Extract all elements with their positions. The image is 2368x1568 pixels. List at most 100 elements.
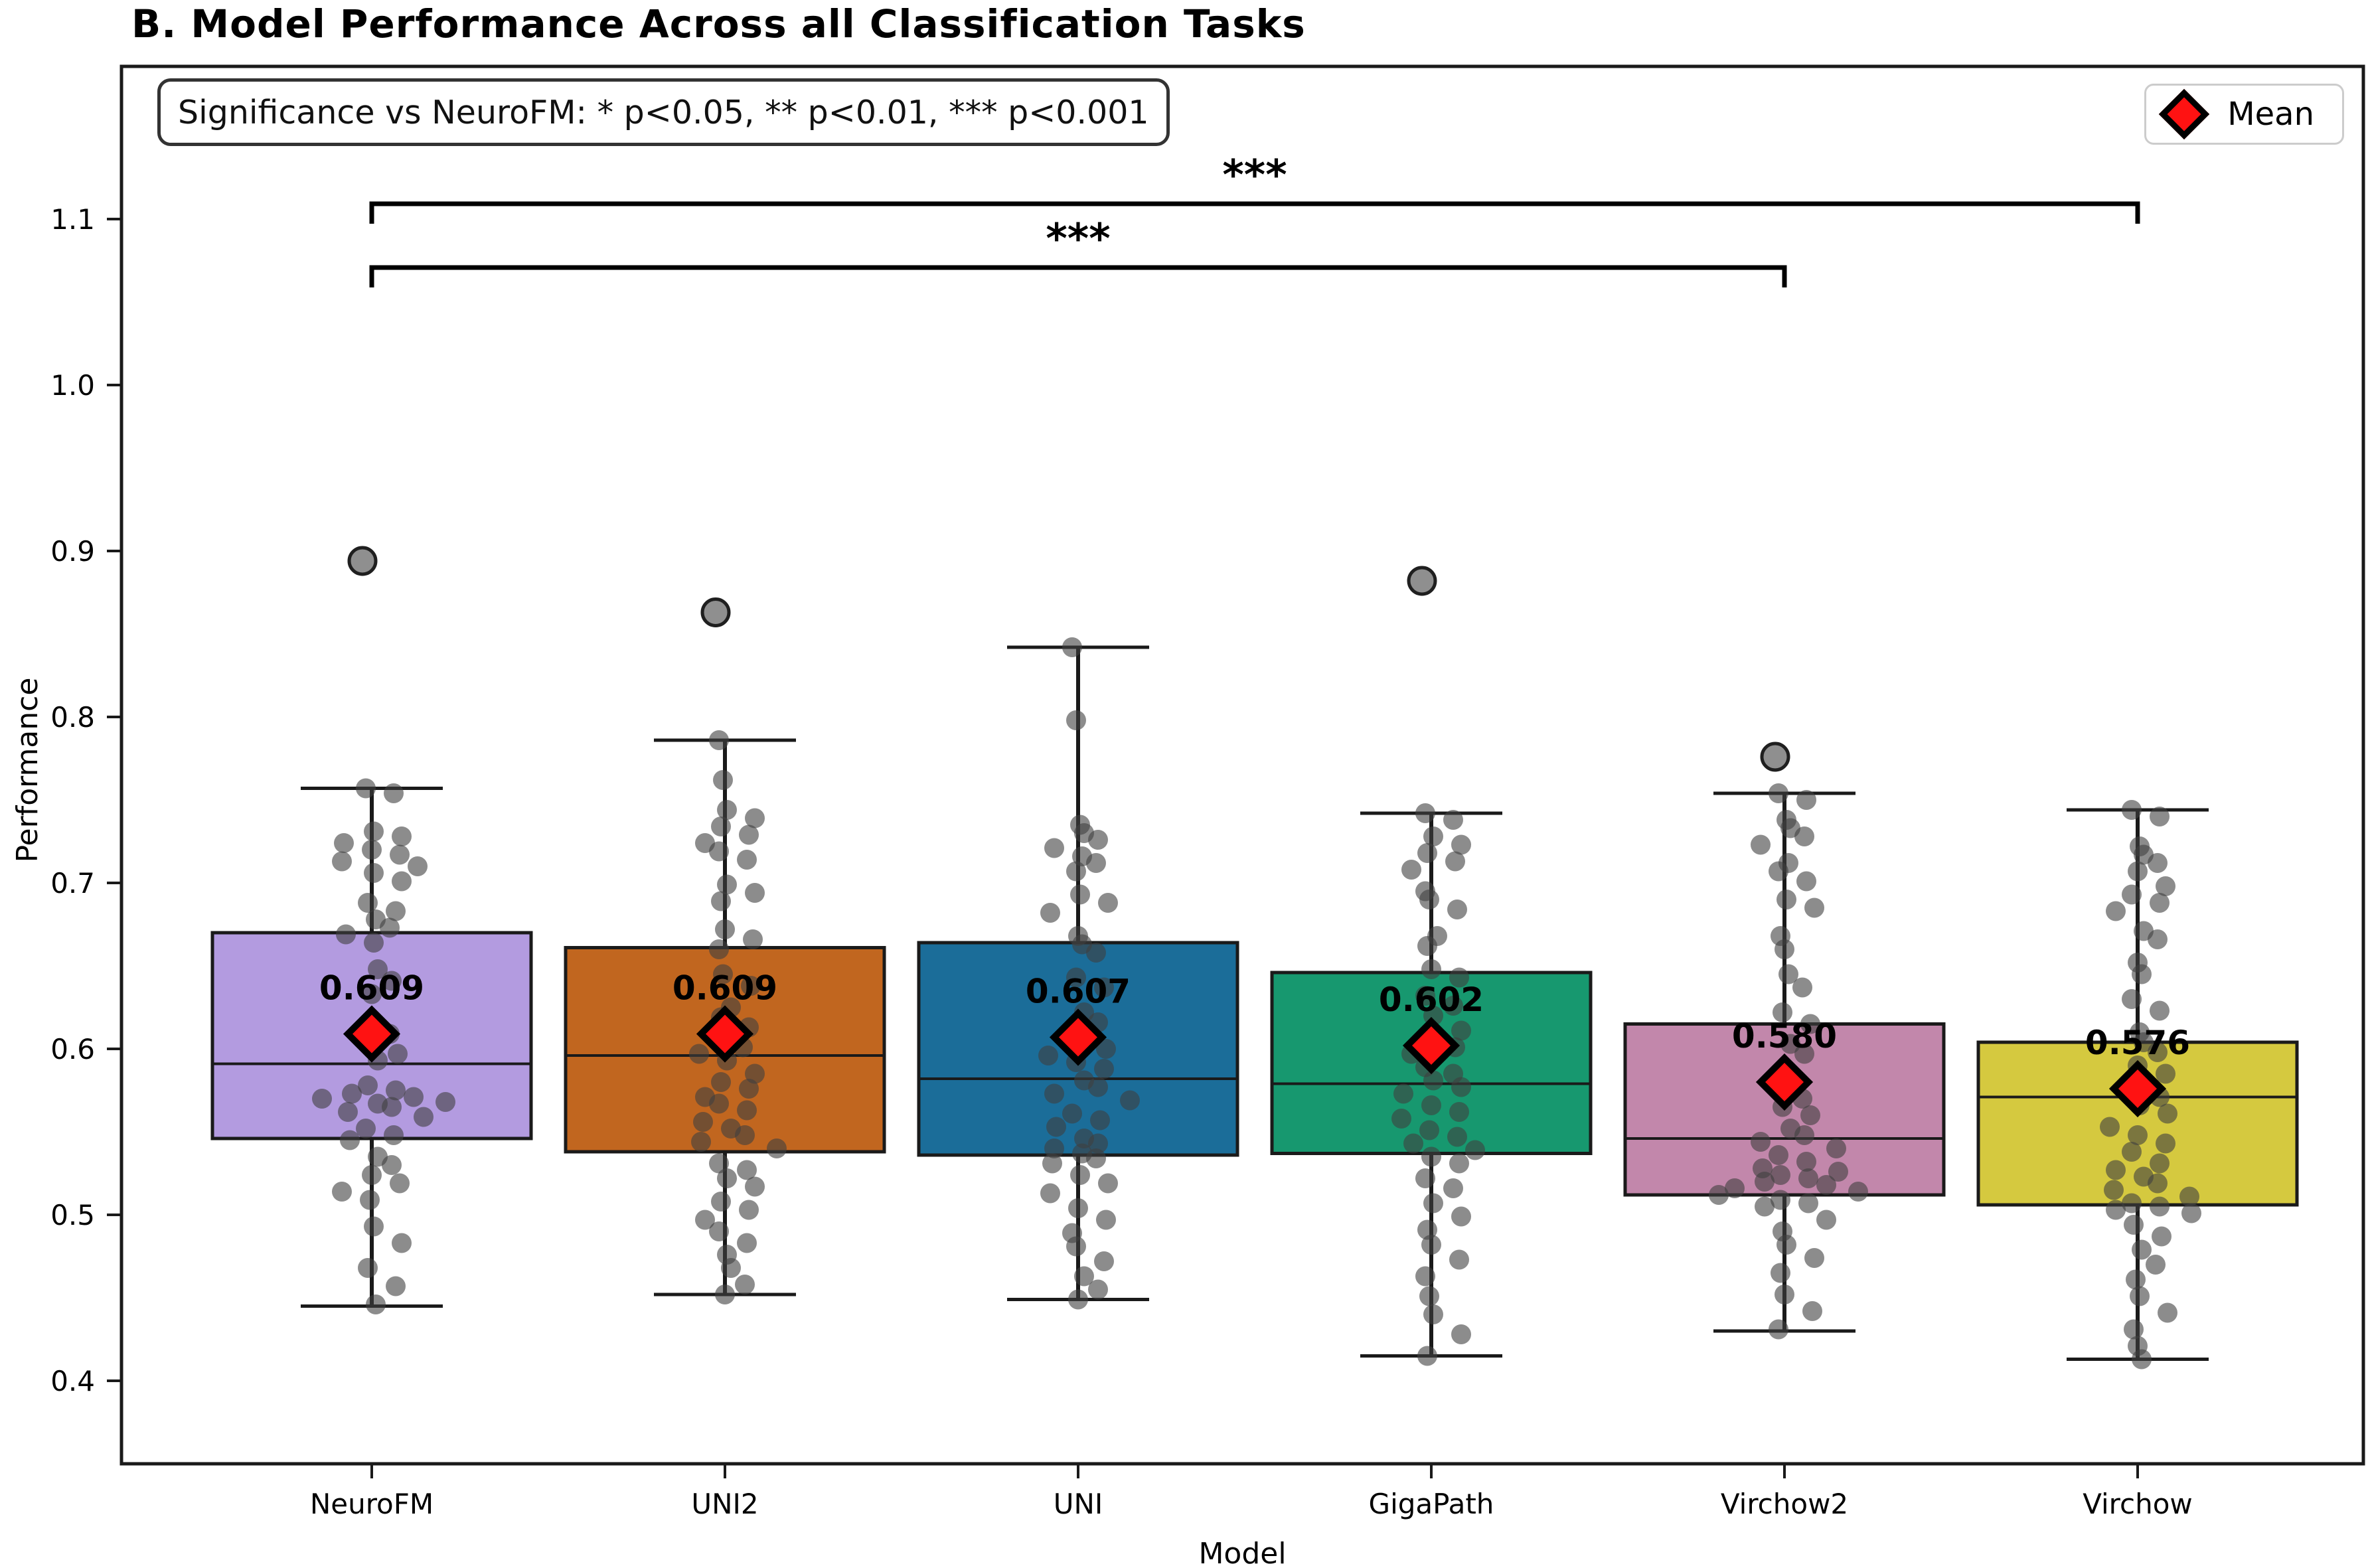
data-point [2158,1103,2177,1124]
data-point [1449,1153,1469,1174]
data-point [693,1112,713,1132]
legend-label: Mean [2227,96,2314,133]
data-point [1451,1077,1471,1097]
data-point [362,1165,382,1185]
data-point [1725,1178,1745,1198]
data-point [1794,1044,1814,1064]
data-point [1751,834,1771,855]
data-point [1449,1249,1469,1270]
data-point [2150,1196,2170,1217]
data-point [1096,1039,1116,1059]
data-point [1423,826,1443,846]
data-point [2126,1269,2146,1290]
data-point [2104,1180,2124,1200]
data-point [338,1102,358,1122]
mean-value-label: 0.580 [1732,1017,1837,1056]
data-point [1445,851,1465,872]
mean-marker [343,1005,401,1063]
data-point [2148,853,2168,873]
data-point [1074,1266,1094,1287]
data-point [368,959,388,979]
data-point [2148,1042,2168,1062]
data-point [435,1092,455,1112]
data-point [713,770,733,790]
data-point [1816,1210,1836,1230]
data-point [2150,807,2170,826]
data-point [1062,637,1082,657]
data-point [2156,1133,2175,1154]
x-tick-label-gigapath: GigaPath [1369,1488,1494,1520]
data-point [2150,1000,2170,1021]
data-point [2128,861,2148,882]
data-point [386,1080,406,1101]
data-point [404,1087,424,1107]
data-point [1771,1190,1790,1210]
data-point [364,863,384,883]
data-point [1419,1120,1439,1140]
data-point [1068,1289,1088,1310]
data-point [1038,1046,1058,1065]
data-point [1096,1210,1116,1230]
data-point [1421,1235,1441,1255]
data-point [1120,1090,1140,1111]
data-point [745,1063,765,1084]
mean-value-label: 0.609 [672,969,777,1008]
data-point [1415,803,1435,823]
data-point [336,924,356,945]
data-point [737,1233,757,1253]
legend: Mean [2144,84,2344,145]
data-point [735,1125,755,1145]
data-point [2156,876,2175,896]
data-point [1826,1138,1846,1158]
data-point [358,1075,378,1095]
data-point [1417,843,1437,863]
data-point [709,841,729,862]
data-point [356,1119,376,1138]
data-point [364,1216,384,1237]
data-point [2132,1349,2152,1370]
data-point [1816,1175,1836,1195]
x-tick-label-neurofm: NeuroFM [310,1488,434,1520]
data-point [1415,986,1435,1006]
data-point [2134,1032,2154,1052]
significance-bracket [369,265,1787,287]
data-point [1769,861,1788,882]
x-tick-label-uni: UNI [1054,1488,1103,1520]
data-point [1828,1162,1848,1182]
mean-value-label: 0.609 [319,969,424,1008]
data-point [1804,898,1824,918]
data-point [1423,1304,1443,1324]
data-point [1415,1266,1435,1287]
data-point [1088,1279,1108,1300]
data-point [1040,1183,1060,1204]
x-tick-label-virchow2: Virchow2 [1721,1488,1848,1520]
data-point [2156,1063,2175,1084]
data-point [2122,800,2142,820]
data-point [715,1285,735,1304]
data-point [741,976,761,996]
data-point [737,1160,757,1180]
data-point [2100,1117,2120,1137]
data-point [2122,1142,2142,1162]
significance-stars: *** [1222,151,1287,199]
data-point [709,730,729,750]
data-point [386,901,406,921]
data-point [711,1072,731,1092]
y-tick-label: 0.6 [50,1033,95,1065]
data-point [1066,1236,1086,1257]
data-point [711,1192,731,1212]
y-tick-label: 0.8 [50,701,95,734]
data-point [360,1190,380,1210]
y-tick-label: 1.0 [50,369,95,402]
mean-diamond-icon [2159,88,2210,140]
data-point [711,817,731,836]
data-point [1709,1185,1729,1205]
data-point [1417,1346,1437,1366]
data-point [2122,884,2142,905]
data-point [1070,1165,1090,1185]
data-point [2146,1255,2166,1275]
x-tick-label-virchow: Virchow [2083,1488,2193,1520]
data-point [358,1258,378,1278]
